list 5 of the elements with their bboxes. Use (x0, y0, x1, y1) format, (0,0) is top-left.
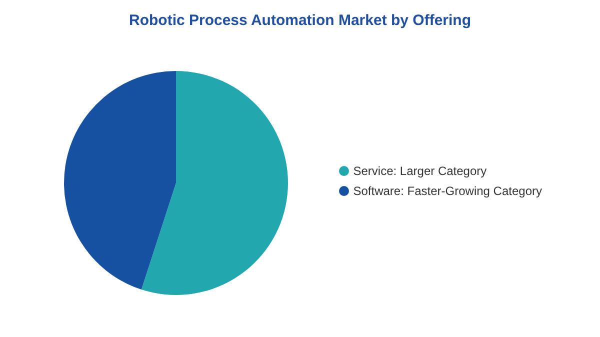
pie-slice (141, 71, 288, 295)
chart-title: Robotic Process Automation Market by Offering (128, 11, 472, 31)
legend-label: Service: Larger Category (353, 164, 487, 178)
pie-slice (64, 71, 176, 290)
legend-label: Software: Faster-Growing Category (353, 184, 542, 198)
